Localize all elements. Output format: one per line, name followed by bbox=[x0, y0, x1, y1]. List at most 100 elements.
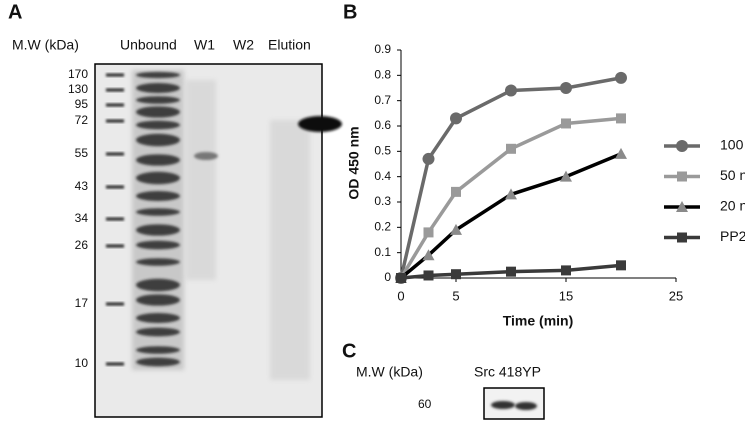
x-tick-label: 5 bbox=[452, 288, 459, 303]
gel-band bbox=[136, 96, 180, 104]
marker bbox=[561, 265, 571, 276]
lane-label: W1 bbox=[194, 37, 215, 53]
y-tick-label: 0.1 bbox=[374, 245, 391, 259]
legend-label: 20 ng bbox=[720, 198, 745, 214]
mw-marker: 60 bbox=[418, 397, 432, 411]
y-tick-label: 0.9 bbox=[374, 42, 391, 56]
x-tick-label: 0 bbox=[397, 288, 404, 303]
mw-marker: 170 bbox=[68, 67, 88, 81]
gel-band bbox=[136, 313, 180, 323]
marker bbox=[561, 118, 571, 129]
gel-band bbox=[136, 83, 180, 93]
legend-marker bbox=[677, 232, 687, 243]
gel-bands bbox=[136, 71, 180, 367]
ladder-band bbox=[106, 362, 124, 366]
lane-label: Src 418YP bbox=[474, 364, 541, 380]
gel-band bbox=[136, 327, 180, 337]
gel-band bbox=[136, 240, 180, 250]
mw-marker: 55 bbox=[75, 146, 89, 160]
marker bbox=[423, 270, 434, 281]
gel-band bbox=[136, 120, 180, 130]
marker bbox=[505, 188, 517, 200]
ladder-band bbox=[106, 73, 124, 77]
marker bbox=[505, 84, 517, 97]
mw-marker: 95 bbox=[75, 97, 89, 111]
panel-label: A bbox=[8, 1, 22, 23]
mw-marker: 26 bbox=[75, 238, 89, 252]
ladder-band bbox=[106, 244, 124, 248]
blot-image bbox=[483, 387, 545, 420]
legend-label: 100 ng bbox=[720, 137, 745, 153]
y-tick-label: 0.4 bbox=[374, 169, 391, 183]
y-tick-label: 0.5 bbox=[374, 144, 391, 158]
y-tick-label: 0.3 bbox=[374, 194, 391, 208]
legend-label: 50 ng bbox=[720, 167, 745, 183]
gel-band bbox=[136, 171, 180, 185]
x-tick-label: 15 bbox=[559, 288, 573, 303]
ladder-band bbox=[106, 119, 124, 123]
marker bbox=[560, 170, 572, 182]
marker bbox=[616, 260, 626, 271]
lane-label: Unbound bbox=[120, 37, 177, 53]
legend-marker bbox=[677, 171, 687, 182]
y-tick-label: 0.6 bbox=[374, 118, 391, 132]
gel-band bbox=[136, 346, 180, 354]
legend-marker bbox=[676, 201, 688, 212]
legend-label: PP2 bbox=[720, 228, 745, 244]
y-tick-label: 0.8 bbox=[374, 68, 391, 82]
panel-label: C bbox=[342, 340, 356, 362]
marker bbox=[396, 273, 406, 283]
marker bbox=[422, 249, 435, 261]
ladder-band bbox=[106, 217, 124, 221]
gel-band bbox=[136, 278, 180, 292]
series-line bbox=[399, 116, 622, 279]
legend-marker bbox=[676, 140, 688, 152]
series-line bbox=[399, 76, 622, 279]
gel-band bbox=[136, 357, 180, 367]
x-axis-label: Time (min) bbox=[503, 313, 574, 329]
marker bbox=[506, 143, 516, 154]
marker bbox=[423, 227, 434, 238]
gel-band bbox=[136, 133, 180, 147]
marker bbox=[560, 82, 572, 94]
mw-marker: 34 bbox=[75, 211, 89, 225]
marker bbox=[451, 269, 461, 280]
ladder-band bbox=[106, 152, 124, 156]
y-tick-label: 0 bbox=[384, 270, 391, 284]
gel-band bbox=[136, 154, 180, 166]
gel-band bbox=[136, 191, 180, 201]
line-chart: B Time (min) OD 450 nm 0 0.1 0.2 0.3 0.4 0.5 0… bbox=[343, 1, 745, 328]
marker bbox=[615, 147, 627, 159]
panel-label: B bbox=[343, 1, 357, 23]
gel-band bbox=[136, 106, 180, 118]
gel-band bbox=[136, 224, 180, 236]
gel-band bbox=[136, 258, 180, 266]
ladder-band bbox=[106, 302, 124, 306]
gel-band bbox=[136, 71, 180, 79]
x-tick-label: 25 bbox=[669, 288, 683, 303]
gel-image bbox=[94, 63, 342, 418]
ladder-band bbox=[106, 88, 124, 92]
mw-marker: 10 bbox=[75, 356, 89, 370]
marker bbox=[450, 112, 462, 125]
ladder-band bbox=[106, 103, 124, 107]
gel-band bbox=[136, 208, 180, 216]
lane-label: Elution bbox=[268, 37, 311, 53]
gel-band bbox=[136, 294, 180, 306]
ladder-band bbox=[106, 185, 124, 189]
marker bbox=[450, 223, 462, 235]
y-tick-label: 0.2 bbox=[374, 220, 391, 234]
mw-title: M.W (kDa) bbox=[12, 37, 79, 53]
mw-marker: 43 bbox=[75, 179, 89, 193]
mw-marker: 130 bbox=[68, 82, 88, 96]
marker bbox=[506, 266, 516, 277]
y-axis-label: OD 450 nm bbox=[346, 126, 362, 199]
marker bbox=[422, 152, 435, 165]
marker bbox=[616, 113, 626, 124]
mw-marker: 72 bbox=[75, 113, 89, 127]
marker bbox=[451, 186, 461, 197]
y-tick-label: 0.7 bbox=[374, 93, 391, 107]
lane-label: W2 bbox=[233, 37, 254, 53]
